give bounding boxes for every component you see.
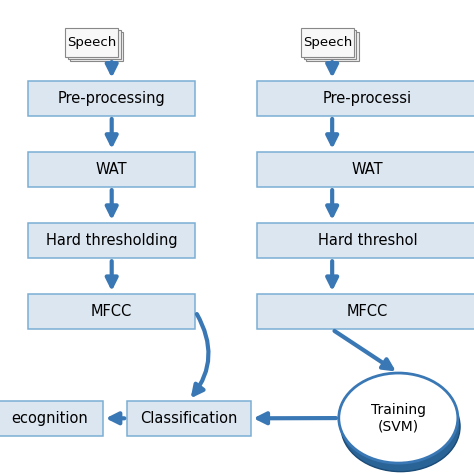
FancyBboxPatch shape [257,152,474,187]
Text: WAT: WAT [352,162,383,177]
FancyBboxPatch shape [301,28,354,57]
FancyBboxPatch shape [257,81,474,116]
FancyBboxPatch shape [28,152,195,187]
FancyBboxPatch shape [70,32,123,61]
Text: Hard threshol: Hard threshol [318,233,417,248]
Ellipse shape [339,373,458,463]
Text: Pre-processi: Pre-processi [323,91,412,106]
Text: Speech: Speech [67,36,117,49]
FancyBboxPatch shape [65,28,118,57]
Text: Pre-processing: Pre-processing [58,91,165,106]
FancyBboxPatch shape [303,30,356,59]
Text: ecognition: ecognition [11,411,88,426]
FancyBboxPatch shape [127,401,251,436]
Text: MFCC: MFCC [91,304,132,319]
Text: MFCC: MFCC [347,304,388,319]
Text: WAT: WAT [96,162,128,177]
Text: Classification: Classification [140,411,237,426]
FancyBboxPatch shape [28,223,195,258]
FancyBboxPatch shape [257,223,474,258]
Text: Hard thresholding: Hard thresholding [46,233,177,248]
FancyBboxPatch shape [306,32,359,61]
Text: Speech: Speech [303,36,352,49]
Ellipse shape [341,382,460,472]
FancyBboxPatch shape [0,401,103,436]
FancyBboxPatch shape [28,81,195,116]
FancyBboxPatch shape [28,294,195,329]
FancyBboxPatch shape [68,30,120,59]
Text: Training
(SVM): Training (SVM) [371,403,426,433]
FancyBboxPatch shape [257,294,474,329]
